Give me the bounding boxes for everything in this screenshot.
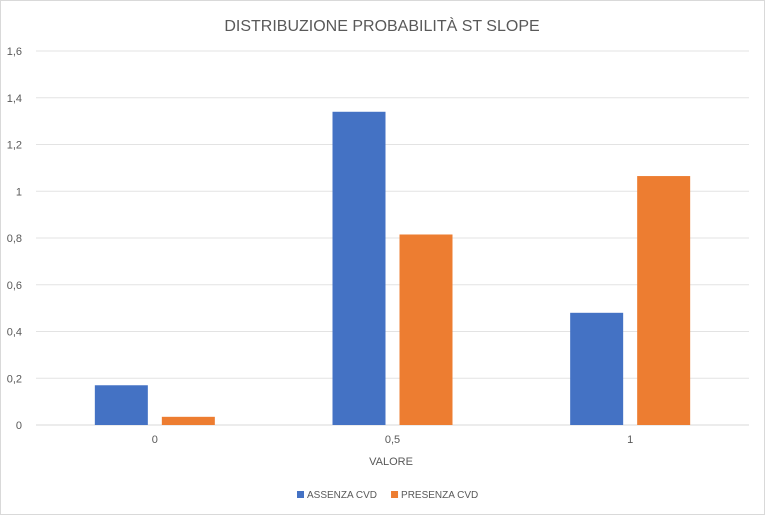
bar-presenza-cvd-2	[637, 176, 691, 425]
y-tick-label: 1,4	[7, 93, 22, 105]
y-tick-label: 0,2	[7, 373, 22, 385]
y-axis-ticks: 0 0,2 0,4 0,6 0,8 1 1,2 1,4 1,6	[7, 46, 22, 432]
legend-label: ASSENZA CVD	[307, 490, 377, 501]
y-tick-label: 1,2	[7, 140, 22, 152]
x-tick-label: 0,5	[385, 434, 400, 446]
gridlines	[36, 50, 749, 426]
legend[interactable]: ASSENZA CVD PRESENZA CVD	[297, 490, 478, 501]
bar-assenza-cvd-2	[570, 312, 624, 425]
bars	[94, 111, 691, 426]
y-tick-label: 0,6	[7, 280, 22, 292]
legend-swatch	[297, 491, 304, 498]
y-tick-label: 0	[16, 420, 22, 432]
x-tick-label: 0	[152, 434, 158, 446]
bar-presenza-cvd-1	[399, 234, 453, 425]
legend-label: PRESENZA CVD	[401, 490, 478, 501]
y-tick-label: 0,8	[7, 233, 22, 245]
y-tick-label: 1,6	[7, 46, 22, 58]
y-tick-label: 0,4	[7, 327, 22, 339]
bar-assenza-cvd-0	[94, 385, 148, 425]
x-axis-label: VALORE	[369, 456, 413, 468]
y-tick-label: 1	[16, 186, 22, 198]
x-axis-ticks: 0 0,5 1	[152, 434, 633, 446]
x-tick-label: 1	[627, 434, 633, 446]
bar-presenza-cvd-0	[161, 416, 215, 425]
legend-swatch	[391, 491, 399, 498]
chart-title: DISTRIBUZIONE PROBABILITÀ ST SLOPE	[224, 16, 539, 35]
bar-assenza-cvd-1	[332, 111, 386, 426]
